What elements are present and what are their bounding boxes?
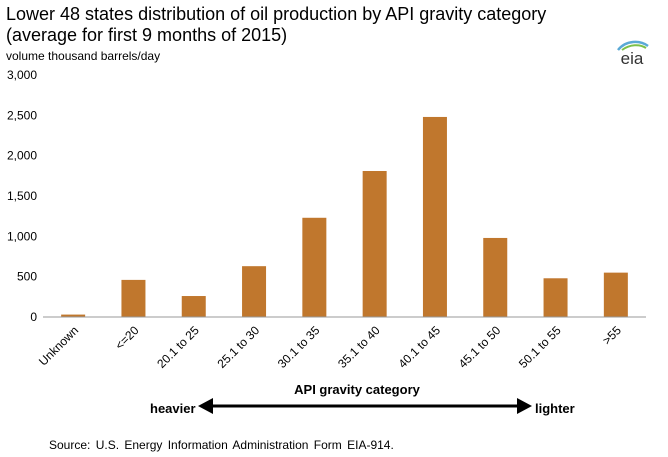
eia-logo: eia — [617, 40, 649, 68]
y-axis-label: volume thousand barrels/day — [6, 49, 161, 63]
annotation-heavier: heavier — [150, 401, 196, 416]
chart-title-line1: Lower 48 states distribution of oil prod… — [6, 4, 547, 24]
bar — [603, 272, 628, 317]
bar — [543, 278, 568, 317]
x-tick-label: 50.1 to 55 — [516, 323, 564, 371]
y-tick-label: 2,000 — [7, 149, 37, 163]
chart-title: Lower 48 states distribution of oil prod… — [6, 4, 606, 46]
arrow-head-right — [517, 398, 532, 414]
x-tick-label: 35.1 to 40 — [335, 323, 383, 371]
x-axis-tick-labels: Unknown <=20 20.1 to 25 25.1 to 30 30.1 to 3… — [36, 323, 624, 371]
x-tick-label: >55 — [600, 323, 625, 348]
x-tick-label: 45.1 to 50 — [456, 323, 504, 371]
bars — [61, 116, 628, 318]
bar — [121, 279, 146, 317]
y-tick-label: 0 — [30, 310, 37, 324]
y-tick-label: 2,500 — [7, 108, 37, 122]
x-tick-label: 40.1 to 45 — [395, 323, 443, 371]
bar — [61, 314, 86, 317]
x-tick-label: 20.1 to 25 — [154, 323, 202, 371]
x-axis-label: API gravity category — [294, 382, 420, 397]
y-tick-label: 500 — [17, 270, 37, 284]
bar — [422, 116, 447, 318]
source-note: Source: U.S. Energy Information Administ… — [49, 438, 394, 452]
x-tick-label: 25.1 to 30 — [215, 323, 263, 371]
chart-title-line2: (average for first 9 months of 2015) — [6, 25, 288, 45]
direction-arrow — [198, 398, 532, 414]
y-tick-label: 1,000 — [7, 229, 37, 243]
x-tick-label: <=20 — [112, 323, 141, 352]
eia-logo-text: eia — [621, 49, 644, 68]
y-tick-label: 1,500 — [7, 189, 37, 203]
bar — [181, 296, 206, 317]
annotation-lighter: lighter — [535, 401, 575, 416]
bar — [483, 237, 508, 317]
y-tick-label: 3,000 — [7, 68, 37, 82]
bar — [302, 217, 327, 317]
bar — [242, 266, 267, 317]
bar — [362, 170, 387, 317]
y-axis-ticks: 0 500 1,000 1,500 2,000 2,500 3,000 — [7, 68, 37, 324]
x-tick-label: Unknown — [36, 323, 81, 368]
arrow-head-left — [198, 398, 213, 414]
x-tick-label: 30.1 to 35 — [275, 323, 323, 371]
